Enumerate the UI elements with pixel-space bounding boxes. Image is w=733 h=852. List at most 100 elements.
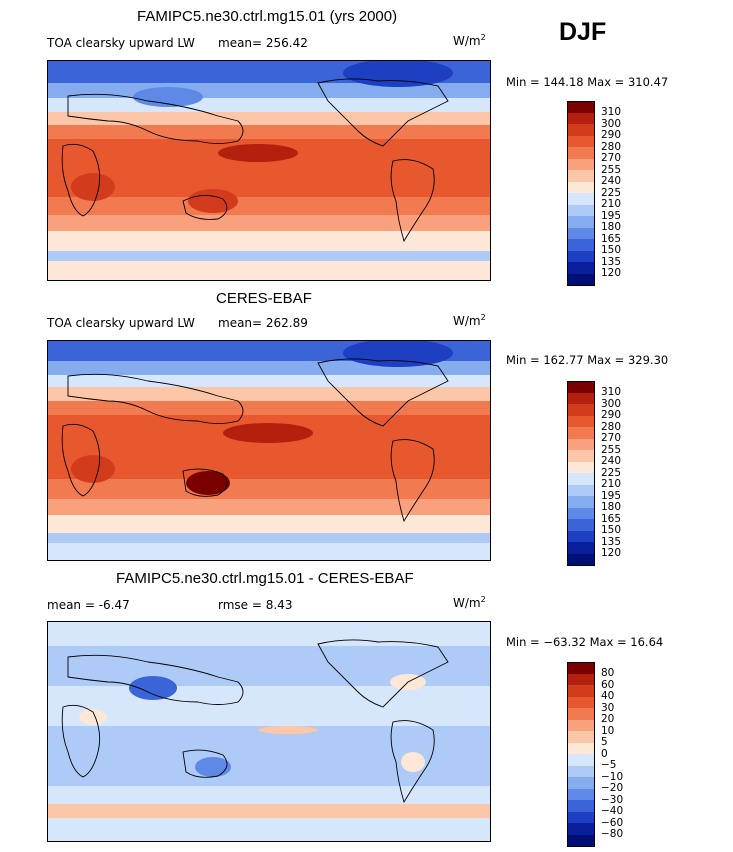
colorbar-tick-label: 210 [601,198,622,210]
colorbar-cell [567,708,595,720]
colorbar-cell [567,170,595,182]
colorbar-cell [567,673,595,686]
colorbar-tick-label: 310 [601,386,622,398]
colorbar-cell [567,450,595,462]
panel-diff-map [47,621,491,842]
colorbar-tick-label: −5 [601,759,617,771]
colorbar-cell [567,415,595,428]
colorbar-cell [567,427,595,439]
colorbar-tick-label: 195 [601,209,622,222]
colorbar-tick-label: 310 [601,106,622,118]
colorbar-cell [567,216,595,228]
colorbar-tick-label: 165 [601,232,622,245]
colorbar-cell [567,754,595,766]
colorbar-cell [567,834,595,847]
colorbar-cell [567,519,595,531]
colorbar-cell [567,731,595,743]
panel-model-mean: mean= 256.42 [218,36,308,50]
colorbar-tick-label: 225 [601,466,622,479]
panel-obs-units: W/m2 [453,313,486,328]
colorbar-tick-label: 210 [601,478,622,490]
colorbar-tick-label: −20 [601,782,624,794]
colorbar-tick-label: 40 [601,690,615,702]
colorbar-cell [567,273,595,286]
colorbar-tick-label: 300 [601,117,622,130]
colorbar-cell [567,438,595,451]
colorbar-cell [567,135,595,148]
colorbar-cell [567,227,595,240]
colorbar-cell [567,181,595,194]
colorbar-tick-label: 60 [601,678,615,691]
colorbar-cell [567,461,595,474]
colorbar-cell [567,147,595,159]
panel-diff-rmse: rmse = 8.43 [218,598,293,612]
panel-model-minmax: Min = 144.18 Max = 310.47 [506,75,669,89]
panel-diff-units: W/m2 [453,595,486,610]
colorbar-cell [567,204,595,217]
colorbar-tick-label: 225 [601,186,622,199]
colorbar-tick-label: 195 [601,489,622,502]
colorbar-cell [567,765,595,778]
colorbar-cell [567,404,595,416]
colorbar-tick-label: 240 [601,175,622,187]
colorbar-cell [567,662,595,674]
colorbar-cell [567,124,595,136]
colorbar-tick-label: −10 [601,770,624,783]
colorbar-cell [567,392,595,405]
colorbar-cell [567,742,595,755]
colorbar-tick-label: 240 [601,455,622,467]
panel-obs-map-svg [48,341,490,560]
colorbar-tick-label: 150 [601,524,622,536]
colorbar-tick-label: 255 [601,163,622,176]
colorbar-cell [567,530,595,543]
panel-obs-mean: mean= 262.89 [218,316,308,330]
colorbar-tick-label: 180 [601,221,622,233]
colorbar-cell [567,250,595,263]
colorbar-cell [567,685,595,697]
colorbar-cell [567,262,595,274]
colorbar-tick-label: 270 [601,152,622,164]
colorbar-cell [567,112,595,125]
colorbar-tick-label: 300 [601,397,622,410]
colorbar-tick-label: 290 [601,129,622,141]
panel-model-map [47,60,491,281]
panel-obs-map [47,340,491,561]
panel-diff-title: FAMIPC5.ne30.ctrl.mg15.01 - CERES-EBAF [116,570,414,587]
colorbar-tick-label: 0 [601,747,608,760]
colorbar-cell [567,800,595,812]
colorbar-tick-label: 10 [601,724,615,737]
colorbar-cell [567,788,595,801]
panel-diff-map-svg [48,622,490,841]
panel-diff-mean: mean = -6.47 [47,598,130,612]
colorbar-cell [567,239,595,251]
colorbar-tick-label: 30 [601,701,615,714]
panel-model-title: FAMIPC5.ne30.ctrl.mg15.01 (yrs 2000) [137,8,398,25]
colorbar-cell [567,719,595,732]
colorbar-cell [567,484,595,497]
panel-diff-minmax: Min = −63.32 Max = 16.64 [506,635,664,649]
colorbar-tick-label: 135 [601,535,622,548]
panel-obs-variable: TOA clearsky upward LW [47,316,195,330]
colorbar-cell [567,507,595,520]
colorbar-tick-label: 80 [601,667,615,679]
colorbar-cell [567,777,595,789]
season-label: DJF [559,18,607,46]
colorbar-cell [567,696,595,709]
colorbar-tick-label: 20 [601,713,615,725]
colorbar-tick-label: −30 [601,793,624,806]
colorbar-cell [567,553,595,566]
colorbar-tick-label: 280 [601,420,622,433]
colorbar-cell [567,496,595,508]
colorbar-cell [567,193,595,205]
colorbar-cell [567,542,595,554]
colorbar-tick-label: 270 [601,432,622,444]
colorbar-tick-label: 290 [601,409,622,421]
colorbar-tick-label: 255 [601,443,622,456]
colorbar-tick-label: −80 [601,828,624,840]
colorbar-tick-label: −60 [601,816,624,829]
colorbar-tick-label: −40 [601,805,624,817]
colorbar-cell [567,473,595,485]
colorbar-tick-label: 180 [601,501,622,513]
colorbar-tick-label: 280 [601,140,622,153]
colorbar-cell [567,811,595,824]
